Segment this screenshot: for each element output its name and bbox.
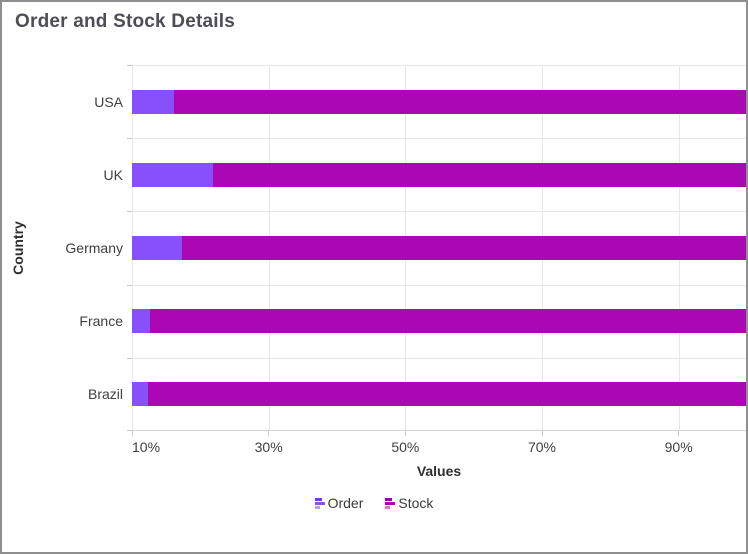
x-axis-tick: [678, 431, 680, 436]
y-gridline: [132, 285, 746, 286]
bar-row-france: [132, 309, 746, 334]
y-axis-tick: [127, 358, 132, 359]
x-gridline: [746, 65, 747, 431]
bar-row-germany: [132, 236, 746, 260]
y-axis-tick: [127, 138, 132, 139]
bar-segment-stock-germany[interactable]: [181, 236, 746, 260]
bar-segment-order-brazil[interactable]: [132, 382, 148, 407]
chart-title: Order and Stock Details: [15, 11, 236, 32]
legend-item-order[interactable]: Order: [314, 494, 364, 512]
y-axis-label-france: France: [79, 313, 123, 330]
y-axis-label-uk: UK: [103, 166, 123, 183]
legend-label-order: Order: [327, 495, 364, 511]
x-axis-title: Values: [416, 463, 462, 479]
x-axis-tick: [541, 431, 543, 436]
legend-item-stock[interactable]: Stock: [385, 494, 433, 512]
x-axis-label-50: 50%: [391, 439, 420, 455]
x-axis-tick: [132, 431, 133, 436]
y-axis-label-brazil: Brazil: [87, 386, 123, 403]
bar-segment-stock-brazil[interactable]: [147, 382, 746, 407]
y-axis-tick: [127, 211, 132, 212]
y-axis-tick: [127, 285, 132, 286]
y-axis-tick: [127, 65, 132, 66]
order-series-icon: [314, 497, 325, 509]
stock-series-icon: [385, 497, 396, 509]
x-axis-line: [132, 430, 746, 431]
y-gridline: [132, 138, 746, 139]
bar-segment-stock-uk[interactable]: [212, 162, 746, 187]
bar-segment-order-germany[interactable]: [132, 236, 182, 260]
x-axis-label-90: 90%: [664, 439, 693, 455]
x-axis-tick: [404, 431, 406, 436]
bar-segment-order-uk[interactable]: [132, 162, 213, 187]
y-axis-label-usa: USA: [94, 93, 123, 110]
x-axis-label-10: 10%: [132, 439, 161, 455]
bar-segment-order-france[interactable]: [132, 309, 150, 334]
y-axis-tick: [127, 430, 132, 431]
bar-segment-stock-usa[interactable]: [174, 89, 746, 114]
y-gridline: [132, 65, 746, 66]
bar-row-usa: [132, 89, 746, 114]
bar-segment-stock-france[interactable]: [149, 309, 746, 334]
x-axis-tick: [268, 431, 270, 436]
y-gridline: [132, 211, 746, 212]
y-axis-label-germany: Germany: [65, 240, 123, 256]
legend: Order Stock: [2, 494, 746, 512]
bar-row-brazil: [132, 382, 746, 407]
y-gridline: [132, 358, 746, 359]
plot-area: [127, 65, 747, 436]
x-axis-label-30: 30%: [254, 439, 283, 455]
bar-row-uk: [132, 162, 746, 187]
x-axis-label-70: 70%: [527, 439, 557, 455]
bar-segment-order-usa[interactable]: [132, 89, 175, 114]
legend-label-stock: Stock: [398, 495, 434, 511]
